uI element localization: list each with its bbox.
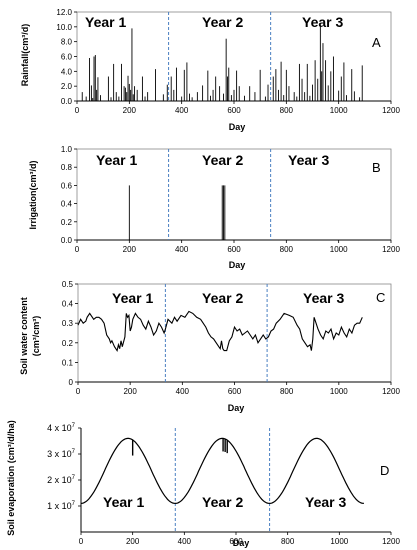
y-axis-title: Rainfall(cm³/d) — [20, 24, 30, 87]
panel-label: D — [380, 463, 389, 478]
y-tick-label: 4 x 107 — [47, 423, 76, 433]
year-label: Year 3 — [302, 14, 343, 30]
x-tick-label: 800 — [280, 387, 294, 396]
y-axis-title: Soil water content — [19, 297, 29, 375]
y-tick-label: 1.0 — [61, 145, 73, 154]
x-tick-label: 600 — [227, 106, 241, 115]
series-line — [77, 310, 363, 352]
x-tick-label: 200 — [123, 245, 137, 254]
x-tick-label: 400 — [176, 387, 190, 396]
panel-label: C — [376, 290, 385, 305]
y-tick-label: 0.0 — [61, 97, 73, 106]
x-tick-label: 0 — [75, 245, 80, 254]
y-tick-label: 10.0 — [56, 23, 72, 32]
y-tick-label: 6.0 — [61, 53, 73, 62]
x-tick-label: 1200 — [382, 387, 400, 396]
y-tick-label: 0.0 — [61, 236, 73, 245]
y-tick-label: 0.3 — [62, 319, 74, 328]
x-tick-label: 1000 — [330, 537, 348, 546]
x-tick-label: 200 — [123, 387, 137, 396]
year-label: Year 1 — [96, 152, 137, 168]
x-tick-label: 600 — [229, 537, 243, 546]
year-label: Year 3 — [305, 494, 346, 510]
year-label: Year 1 — [85, 14, 126, 30]
x-tick-label: 800 — [280, 106, 294, 115]
x-tick-label: 1200 — [382, 245, 400, 254]
x-tick-label: 0 — [75, 106, 80, 115]
x-tick-label: 400 — [178, 537, 192, 546]
x-tick-label: 600 — [227, 245, 241, 254]
series-line — [80, 437, 364, 505]
x-tick-label: 1000 — [330, 106, 348, 115]
panel-d: Year 1 Year 2 Year 3 D Soil evaporation … — [6, 420, 400, 548]
x-tick-label: 1200 — [382, 106, 400, 115]
y-tick-label: 0.1 — [62, 358, 74, 367]
year-label: Year 3 — [288, 152, 329, 168]
year-label: Year 1 — [103, 494, 144, 510]
panel-label: B — [372, 160, 381, 175]
y-tick-label: 0.6 — [61, 181, 73, 190]
y-tick-label: 0.5 — [62, 280, 74, 289]
y-tick-label: 0.8 — [61, 163, 73, 172]
x-tick-label: 1000 — [330, 387, 348, 396]
y-tick-label: 1 x 107 — [47, 501, 76, 511]
year-label: Year 2 — [202, 152, 243, 168]
year-label: Year 2 — [202, 14, 243, 30]
y-tick-label: 0.2 — [61, 218, 73, 227]
x-axis-title: Day — [233, 538, 250, 548]
x-tick-label: 200 — [123, 106, 137, 115]
year-label: Year 2 — [202, 290, 243, 306]
x-tick-label: 0 — [79, 537, 84, 546]
panel-c: Year 1 Year 2 Year 3 C Soil water conten… — [19, 280, 400, 413]
y-tick-label: 0.2 — [62, 339, 74, 348]
x-tick-label: 200 — [126, 537, 140, 546]
panel-label: A — [372, 35, 381, 50]
year-label: Year 1 — [112, 290, 153, 306]
x-tick-label: 600 — [228, 387, 242, 396]
x-axis-title: Day — [228, 403, 245, 413]
x-tick-label: 1200 — [382, 537, 400, 546]
y-tick-label: 2.0 — [61, 82, 73, 91]
y-tick-label: 0.4 — [61, 200, 73, 209]
x-tick-label: 1000 — [330, 245, 348, 254]
y-tick-label: 3 x 107 — [47, 449, 76, 459]
y-tick-label: 2 x 107 — [47, 475, 76, 485]
x-tick-label: 400 — [175, 245, 189, 254]
y-tick-label: 0.4 — [62, 300, 74, 309]
y-axis-title: Irrigation(cm³/d) — [28, 160, 38, 229]
x-tick-label: 400 — [175, 106, 189, 115]
panel-a: Year 1 Year 2 Year 3 A Rainfall(cm³/d) D… — [20, 8, 400, 132]
year-label: Year 3 — [303, 290, 344, 306]
y-tick-label: 8.0 — [61, 38, 73, 47]
y-axis-title: Soil evaporation (cm³/d/ha) — [6, 420, 16, 536]
y-axis-title-unit: (cm³/cm³) — [31, 316, 41, 357]
x-axis-title: Day — [229, 122, 246, 132]
y-tick-label: 4.0 — [61, 67, 73, 76]
x-tick-label: 0 — [76, 387, 81, 396]
x-tick-label: 800 — [281, 537, 295, 546]
y-tick-label: 12.0 — [56, 8, 72, 17]
x-tick-label: 800 — [280, 245, 294, 254]
y-tick-label: 0 — [69, 378, 74, 387]
year-label: Year 2 — [202, 494, 243, 510]
panel-b: Year 1 Year 2 Year 3 B Irrigation(cm³/d)… — [28, 145, 400, 270]
x-axis-title: Day — [229, 260, 246, 270]
